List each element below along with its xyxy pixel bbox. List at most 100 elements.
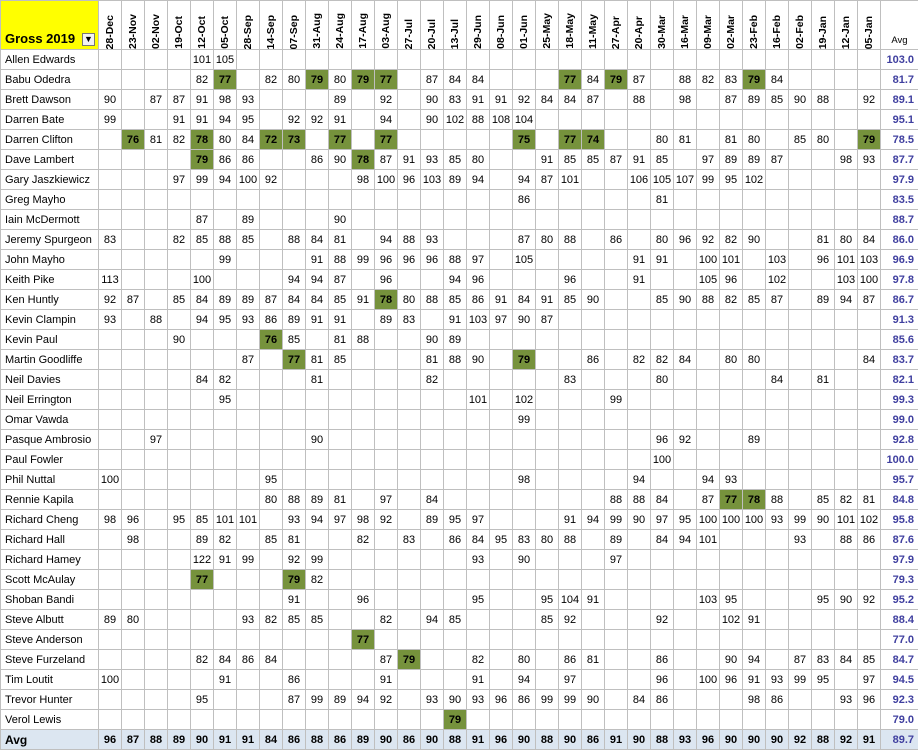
score-cell[interactable] xyxy=(766,310,789,330)
score-cell[interactable] xyxy=(490,490,513,510)
score-cell[interactable] xyxy=(467,430,490,450)
score-cell[interactable]: 100 xyxy=(720,510,743,530)
score-cell[interactable]: 101 xyxy=(835,510,858,530)
score-cell[interactable] xyxy=(421,530,444,550)
score-cell[interactable] xyxy=(214,410,237,430)
score-cell[interactable] xyxy=(697,450,720,470)
score-cell[interactable]: 96 xyxy=(467,270,490,290)
score-cell[interactable] xyxy=(674,710,697,730)
score-cell[interactable] xyxy=(651,330,674,350)
score-cell[interactable]: 101 xyxy=(214,510,237,530)
score-cell[interactable] xyxy=(237,490,260,510)
score-cell[interactable]: 99 xyxy=(789,510,812,530)
score-cell[interactable]: 81 xyxy=(812,230,835,250)
score-cell[interactable]: 79 xyxy=(306,70,329,90)
score-cell[interactable] xyxy=(237,430,260,450)
score-cell[interactable] xyxy=(628,430,651,450)
score-cell[interactable] xyxy=(490,570,513,590)
score-cell[interactable] xyxy=(651,210,674,230)
score-cell[interactable] xyxy=(789,50,812,70)
score-cell[interactable] xyxy=(352,90,375,110)
score-cell[interactable] xyxy=(559,430,582,450)
score-cell[interactable]: 91 xyxy=(536,290,559,310)
score-cell[interactable]: 95 xyxy=(674,510,697,530)
score-cell[interactable] xyxy=(582,390,605,410)
score-cell[interactable] xyxy=(812,610,835,630)
score-cell[interactable] xyxy=(743,250,766,270)
score-cell[interactable]: 81 xyxy=(582,650,605,670)
score-cell[interactable]: 82 xyxy=(720,230,743,250)
score-cell[interactable] xyxy=(467,570,490,590)
score-cell[interactable]: 82 xyxy=(467,650,490,670)
score-cell[interactable]: 94 xyxy=(306,270,329,290)
score-cell[interactable]: 90 xyxy=(743,230,766,250)
score-cell[interactable] xyxy=(536,330,559,350)
score-cell[interactable]: 90 xyxy=(421,330,444,350)
score-cell[interactable] xyxy=(306,630,329,650)
score-cell[interactable] xyxy=(214,270,237,290)
score-cell[interactable] xyxy=(168,470,191,490)
score-cell[interactable]: 80 xyxy=(260,490,283,510)
score-cell[interactable]: 89 xyxy=(214,290,237,310)
score-cell[interactable] xyxy=(168,450,191,470)
score-cell[interactable]: 96 xyxy=(122,510,145,530)
score-cell[interactable]: 79 xyxy=(352,70,375,90)
score-cell[interactable] xyxy=(743,450,766,470)
score-cell[interactable]: 94 xyxy=(191,310,214,330)
score-cell[interactable] xyxy=(260,270,283,290)
score-cell[interactable] xyxy=(674,690,697,710)
score-cell[interactable] xyxy=(145,490,168,510)
score-cell[interactable] xyxy=(329,610,352,630)
score-cell[interactable]: 97 xyxy=(697,150,720,170)
score-cell[interactable] xyxy=(168,390,191,410)
score-cell[interactable] xyxy=(490,390,513,410)
score-cell[interactable] xyxy=(191,610,214,630)
score-cell[interactable] xyxy=(605,270,628,290)
score-cell[interactable] xyxy=(812,190,835,210)
score-cell[interactable]: 80 xyxy=(651,370,674,390)
score-cell[interactable]: 77 xyxy=(352,630,375,650)
score-cell[interactable]: 100 xyxy=(99,670,122,690)
score-cell[interactable] xyxy=(306,410,329,430)
score-cell[interactable]: 98 xyxy=(214,90,237,110)
score-cell[interactable] xyxy=(191,410,214,430)
score-cell[interactable] xyxy=(283,370,306,390)
score-cell[interactable]: 98 xyxy=(743,690,766,710)
score-cell[interactable]: 88 xyxy=(835,530,858,550)
score-cell[interactable] xyxy=(260,510,283,530)
score-cell[interactable]: 86 xyxy=(260,310,283,330)
score-cell[interactable] xyxy=(490,70,513,90)
score-cell[interactable]: 87 xyxy=(122,290,145,310)
score-cell[interactable]: 94 xyxy=(214,110,237,130)
score-cell[interactable] xyxy=(260,450,283,470)
score-cell[interactable] xyxy=(260,690,283,710)
score-cell[interactable] xyxy=(697,130,720,150)
score-cell[interactable]: 83 xyxy=(444,90,467,110)
score-cell[interactable] xyxy=(559,330,582,350)
score-cell[interactable] xyxy=(789,610,812,630)
score-cell[interactable] xyxy=(260,190,283,210)
score-cell[interactable]: 90 xyxy=(421,90,444,110)
score-cell[interactable]: 81 xyxy=(329,330,352,350)
score-cell[interactable]: 91 xyxy=(191,90,214,110)
score-cell[interactable]: 80 xyxy=(467,150,490,170)
score-cell[interactable] xyxy=(720,310,743,330)
score-cell[interactable]: 82 xyxy=(306,570,329,590)
score-cell[interactable] xyxy=(329,470,352,490)
score-cell[interactable] xyxy=(513,150,536,170)
score-cell[interactable] xyxy=(421,570,444,590)
score-cell[interactable]: 80 xyxy=(283,70,306,90)
score-cell[interactable] xyxy=(835,630,858,650)
score-cell[interactable] xyxy=(743,710,766,730)
score-cell[interactable]: 100 xyxy=(697,670,720,690)
score-cell[interactable] xyxy=(605,690,628,710)
score-cell[interactable] xyxy=(122,450,145,470)
score-cell[interactable] xyxy=(789,630,812,650)
score-cell[interactable]: 80 xyxy=(398,290,421,310)
score-cell[interactable] xyxy=(191,350,214,370)
score-cell[interactable]: 87 xyxy=(168,90,191,110)
score-cell[interactable] xyxy=(743,310,766,330)
score-cell[interactable] xyxy=(490,590,513,610)
score-cell[interactable]: 101 xyxy=(835,250,858,270)
score-cell[interactable] xyxy=(122,70,145,90)
